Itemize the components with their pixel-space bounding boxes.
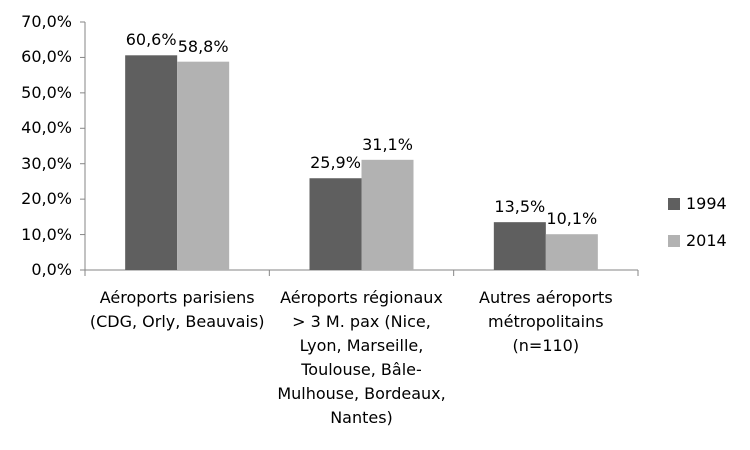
legend-label: 2014 (686, 231, 727, 250)
x-category-label: Aéroports régionaux > 3 M. pax (Nice, Ly… (277, 288, 446, 427)
data-label-1994: 13,5% (494, 197, 546, 217)
y-tick-label: 30,0% (21, 153, 72, 173)
x-category-label: Autres aéroports métropolitains (n=110) (479, 288, 613, 355)
legend-swatch (668, 197, 680, 210)
bar-1994 (125, 55, 178, 270)
y-tick-label: 60,0% (21, 47, 72, 67)
y-tick-label: 20,0% (21, 189, 72, 209)
data-label-1994: 25,9% (310, 153, 361, 173)
bar-2014 (361, 159, 414, 270)
legend-item-2014: 2014 (668, 231, 727, 250)
legend-item-1994: 1994 (668, 194, 727, 213)
bar-1994 (309, 178, 362, 270)
bar-1994 (493, 222, 546, 270)
bar-2014 (177, 61, 230, 271)
bar-2014 (545, 234, 598, 270)
y-tick-label: 40,0% (21, 118, 72, 138)
y-tick-label: 10,0% (21, 224, 72, 244)
data-label-2014: 58,8% (177, 36, 229, 56)
data-label-2014: 31,1% (362, 134, 413, 154)
legend-label: 1994 (686, 194, 727, 213)
y-tick-label: 0,0% (31, 260, 72, 279)
y-tick-label: 70,0% (21, 12, 72, 31)
legend-swatch (668, 234, 680, 247)
data-label-1994: 60,6% (125, 30, 177, 50)
x-category-label: Aéroports parisiens (CDG, Orly, Beauvais… (89, 288, 265, 331)
y-tick-label: 50,0% (21, 82, 72, 102)
data-label-2014: 10,1% (546, 209, 598, 229)
